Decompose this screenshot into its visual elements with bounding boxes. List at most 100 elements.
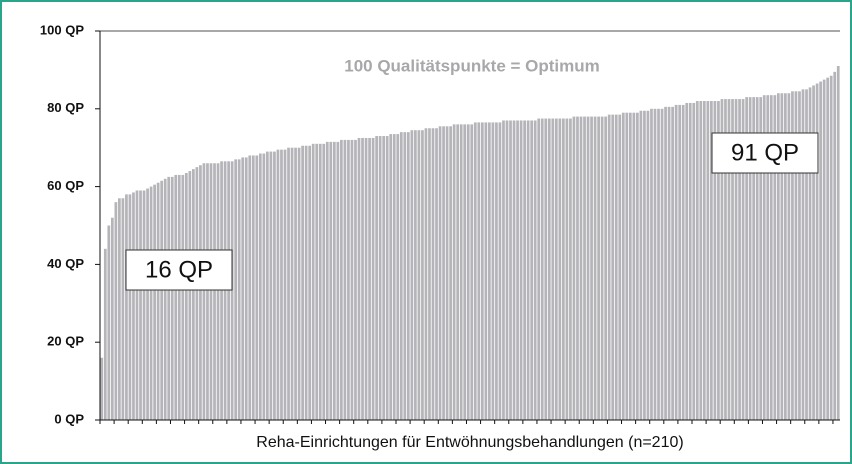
bar (167, 176, 171, 420)
bar (741, 99, 745, 420)
bar (600, 116, 604, 420)
bar (107, 225, 111, 420)
bar (540, 118, 544, 421)
bar (794, 91, 798, 421)
bar (385, 136, 389, 420)
bar (829, 75, 833, 421)
bar (199, 165, 202, 420)
bar (762, 95, 766, 420)
bar (301, 145, 304, 420)
bar (262, 153, 266, 420)
bar (618, 114, 622, 420)
bar (784, 93, 787, 421)
bar (576, 116, 579, 420)
bar (424, 128, 428, 420)
bar (752, 97, 756, 420)
bar (586, 116, 590, 420)
bar (343, 139, 347, 421)
bar (611, 114, 615, 420)
bar (128, 194, 132, 420)
bar (273, 151, 276, 420)
bar (318, 143, 322, 420)
bar (738, 99, 741, 420)
bar (237, 159, 241, 420)
bar (667, 106, 671, 420)
bar (502, 120, 505, 420)
bar (336, 141, 340, 421)
bar (357, 137, 361, 420)
bar (463, 124, 467, 421)
bar (223, 161, 227, 420)
bar (202, 163, 206, 420)
bar (406, 132, 410, 420)
bar (745, 97, 748, 420)
bar (713, 101, 717, 421)
bar (445, 126, 449, 421)
bar (449, 126, 452, 421)
bar (562, 118, 565, 421)
bar (396, 134, 400, 420)
bar (392, 134, 396, 420)
bar (569, 118, 572, 421)
y-tick-label: 100 QP (40, 22, 84, 37)
bar (671, 106, 674, 420)
bar (188, 171, 192, 420)
bar (519, 120, 523, 420)
y-tick-label: 0 QP (54, 411, 84, 426)
bar (177, 174, 181, 420)
bar (512, 120, 516, 420)
bar (731, 99, 734, 420)
bar (255, 155, 259, 421)
x-axis-label: Reha-Einrichtungen für Entwöhnungsbehand… (256, 434, 683, 451)
bar (410, 130, 414, 420)
bar (431, 128, 435, 420)
bar (403, 132, 407, 420)
bar (227, 161, 230, 420)
bar (103, 248, 107, 420)
bar (241, 157, 245, 421)
bar (748, 97, 752, 420)
bars (100, 66, 840, 421)
bar (593, 116, 597, 420)
bar (650, 108, 653, 421)
bar (375, 136, 378, 420)
bar (480, 122, 484, 420)
bar (724, 99, 727, 420)
bar (399, 132, 403, 420)
bar (819, 81, 822, 420)
bar (216, 163, 220, 420)
bar (759, 97, 763, 420)
y-tick-label: 20 QP (47, 334, 84, 349)
bar (628, 112, 632, 420)
bar (734, 99, 738, 420)
bar (258, 153, 262, 420)
bar (717, 101, 720, 421)
bar (417, 130, 421, 420)
bar (787, 93, 791, 421)
bar (442, 126, 445, 421)
y-tick-label: 40 QP (47, 256, 84, 271)
bar (206, 163, 209, 420)
bar (565, 118, 569, 421)
bar (184, 172, 188, 420)
bar (276, 149, 280, 420)
annotation-box (125, 249, 233, 291)
bar (544, 118, 548, 421)
bar (590, 116, 593, 420)
bar (347, 139, 350, 421)
bar (805, 89, 808, 420)
bar (484, 122, 488, 420)
bar (163, 178, 167, 420)
bar (280, 149, 283, 420)
bar (597, 116, 600, 420)
bar (509, 120, 512, 420)
bar (192, 169, 195, 420)
bar (516, 120, 519, 420)
bar (815, 83, 819, 420)
bar (244, 157, 248, 421)
bar (614, 114, 618, 420)
bar (139, 190, 142, 420)
bar (421, 130, 424, 420)
bar (688, 102, 692, 420)
annotation: 16 QP (145, 256, 213, 283)
